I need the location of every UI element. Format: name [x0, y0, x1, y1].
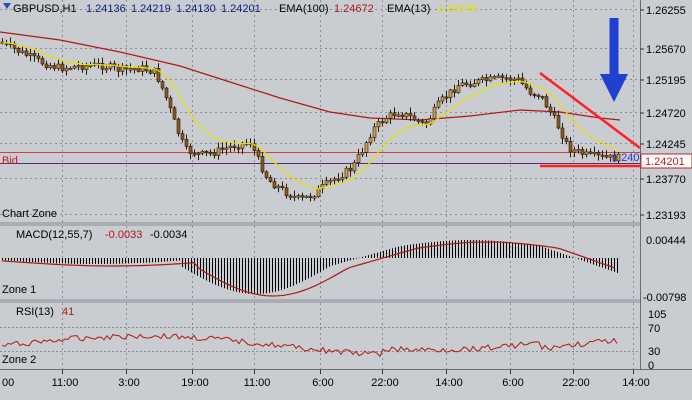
- price-tick-label: 1.25195: [646, 75, 686, 87]
- bid-price-tag: [640, 153, 692, 169]
- chart-zone-label: Chart Zone: [2, 208, 57, 220]
- time-tick-label: 22:00: [371, 377, 399, 389]
- price-axis-labels: 1.26255 1.25670 1.25195 1.24720 1.24245 1.237…: [640, 5, 686, 222]
- price-tick-label: 1.24720: [646, 108, 686, 120]
- macd-label: MACD(12,55,7): [16, 229, 92, 241]
- open-value: 1.24136: [86, 3, 126, 15]
- macd-signal-line: [1, 241, 615, 297]
- bid-price: 1.24201: [645, 156, 685, 168]
- low-value: 1.24130: [176, 3, 216, 15]
- pane-separator[interactable]: [0, 299, 692, 303]
- rsi-axis-labels: 105 70 30 0: [648, 309, 666, 372]
- time-tick-label: 3:00: [118, 377, 139, 389]
- macd-axis-top: 0.00444: [646, 235, 686, 247]
- price-tick-label: 1.23193: [646, 210, 686, 222]
- price-tick-label: 1.26255: [646, 5, 686, 17]
- time-axis[interactable]: [0, 370, 692, 400]
- time-tick-label: 14:00: [622, 377, 650, 389]
- rsi-tick-label: 0: [648, 360, 654, 372]
- macd-value2: -0.0034: [150, 229, 187, 241]
- time-tick-label: 00: [2, 377, 14, 389]
- price-axis[interactable]: [641, 0, 692, 369]
- macd-value1: -0.0033: [105, 229, 142, 241]
- zone1-label: Zone 1: [2, 284, 36, 296]
- ema13-label: EMA(13): [387, 3, 430, 15]
- time-tick-label: 6:00: [312, 377, 333, 389]
- time-tick-label: 22:00: [562, 377, 590, 389]
- symbol-label: GBPUSD,H1: [13, 3, 77, 15]
- rsi-tick-label: 105: [648, 309, 666, 321]
- macd-axis-bottom: -0.00798: [643, 292, 686, 304]
- ema13-value: 1.24246: [437, 3, 477, 15]
- rsi-tick-label: 70: [648, 323, 660, 335]
- time-axis-labels: 00 11:00 3:00 19:00 11:00 6:00 22:00 14:00 6:00 2…: [2, 370, 650, 389]
- ema100-label: EMA(100): [279, 3, 329, 15]
- price-tick-label: 1.24245: [646, 139, 686, 151]
- price-tick-label: 1.23770: [646, 174, 686, 186]
- ema100-value: 1.24672: [334, 3, 374, 15]
- rsi-tick-label: 30: [648, 346, 660, 358]
- pane-separator[interactable]: [0, 222, 692, 226]
- rsi-line: [1, 332, 618, 358]
- ema13-line: [2, 42, 619, 190]
- bid-label: Bid: [2, 155, 18, 167]
- close-value: 1.24201: [221, 3, 261, 15]
- rsi-value: 41: [62, 306, 74, 318]
- rsi-label: RSI(13): [16, 306, 54, 318]
- sell-arrow-icon[interactable]: [3, 3, 11, 9]
- time-tick-label: 11:00: [52, 377, 79, 389]
- ema100-line: [0, 31, 621, 121]
- down-arrow-annotation-icon[interactable]: [600, 18, 628, 102]
- upper-trendline[interactable]: [539, 72, 641, 149]
- time-tick-label: 19:00: [181, 377, 209, 389]
- zone2-label: Zone 2: [2, 354, 36, 366]
- price-tick-label: 1.25670: [646, 44, 686, 56]
- time-tick-label: 6:00: [502, 377, 523, 389]
- time-tick-label: 11:00: [244, 377, 271, 389]
- time-tick-label: 14:00: [435, 377, 463, 389]
- high-value: 1.24219: [131, 3, 171, 15]
